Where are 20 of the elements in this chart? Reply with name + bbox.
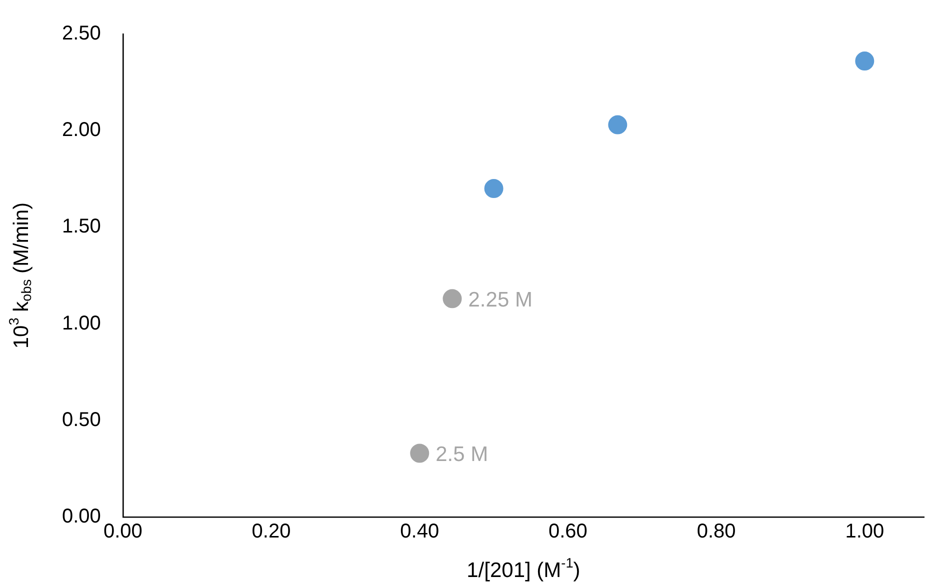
point — [410, 444, 430, 463]
x-tick-label: 0.60 — [548, 520, 588, 543]
y-tick-label: 0.00 — [62, 506, 101, 528]
x-tick-label: 1.00 — [845, 520, 884, 543]
point — [855, 52, 874, 71]
y-axis-title: 103 kobs (M/min) — [6, 202, 34, 349]
point — [442, 289, 462, 308]
x-tick-label: 0.00 — [103, 520, 142, 543]
y-tick-label: 0.50 — [62, 408, 101, 431]
annotation: 2.5 M — [436, 443, 488, 466]
y-tick-label: 1.00 — [62, 312, 101, 334]
point — [484, 179, 504, 198]
x-tick-label: 0.80 — [696, 520, 736, 543]
y-tick-label: 1.50 — [62, 216, 101, 238]
annotation: 2.25 M — [468, 288, 532, 312]
y-tick-label: 2.50 — [62, 22, 101, 45]
point — [608, 115, 628, 134]
y-tick-label: 2.00 — [62, 119, 101, 142]
x-tick-label: 0.20 — [252, 520, 291, 543]
x-tick-label: 0.40 — [400, 520, 440, 543]
